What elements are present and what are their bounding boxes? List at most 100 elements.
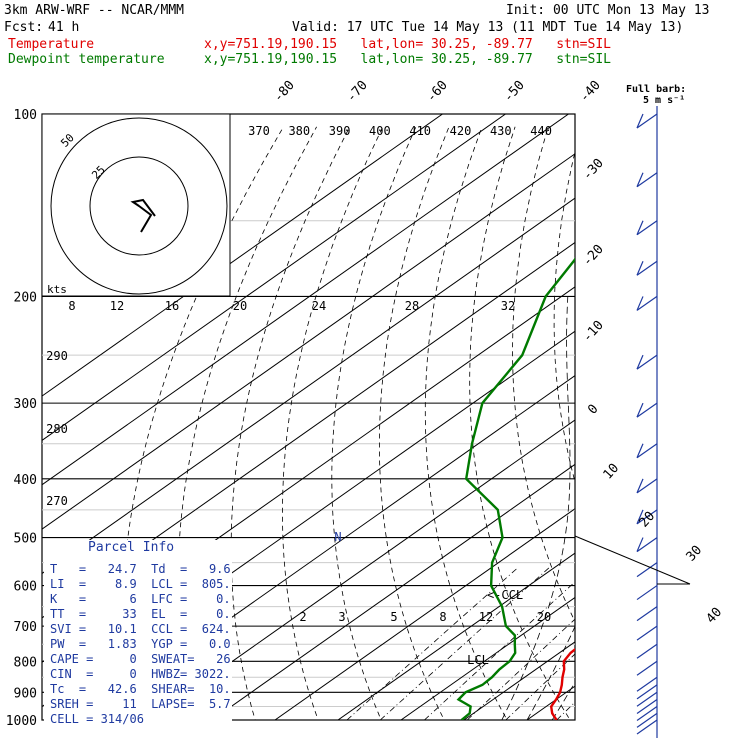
isotherm	[148, 419, 575, 720]
isotherm	[400, 596, 575, 720]
theta-label: 410	[409, 124, 431, 138]
mixing-ratio-label: 8	[68, 299, 75, 313]
isotherm-label: -50	[501, 78, 528, 105]
pressure-tick-label: 300	[14, 397, 37, 412]
isotherm	[274, 508, 575, 720]
wind-barb-flag	[636, 261, 644, 276]
init-time: Init: 00 UTC Mon 13 May 13	[506, 3, 710, 18]
isotherm-label: -40	[577, 78, 604, 105]
wind-barb	[636, 676, 658, 692]
parcel-row: SVI = 10.1 CCL = 624.	[50, 622, 231, 636]
pressure-tick-label: 500	[14, 532, 37, 547]
dry-adiabat	[708, 127, 740, 733]
wind-barb	[636, 691, 658, 707]
moist-adiabat	[577, 296, 740, 720]
mixing-ratio-line	[505, 653, 575, 720]
wind-barb	[636, 643, 658, 659]
mixing-ratio-label: 8	[439, 610, 446, 624]
parcel-info-panel: Parcel Info T = 24.7 Td = 9.6 LI = 8.9 L…	[44, 540, 232, 732]
hodograph-ring	[89, 156, 189, 256]
pressure-tick-label: 900	[14, 686, 37, 701]
parcel-row: CIN = 0 HWBZ= 3022.	[50, 667, 231, 681]
wind-barb-flag	[636, 537, 644, 552]
barb-legend-line2: 5 m s⁻¹	[643, 95, 685, 106]
mixing-ratio-line	[380, 567, 550, 720]
mixing-ratio-label: 3	[338, 610, 345, 624]
dewpoint-profile	[456, 257, 575, 720]
wind-barb-flag	[636, 296, 644, 311]
parcel-row: PW = 1.83 YGP = 0.0	[50, 637, 231, 651]
hodograph-ring	[50, 117, 228, 295]
dry-adiabat	[512, 126, 575, 623]
mixing-ratio-label: 16	[165, 299, 179, 313]
wind-barb-flag	[636, 220, 644, 235]
wind-barb	[636, 478, 658, 494]
wind-barb-flag	[636, 509, 644, 525]
isotherm	[337, 552, 575, 720]
dry-adiabat-label: 270	[46, 494, 68, 508]
parcel-row: Tc = 42.6 SHEAR= 10.	[50, 682, 231, 696]
parcel-row: K = 6 LFC = 0.	[50, 592, 231, 606]
isotherm	[42, 153, 575, 530]
wind-barb	[636, 509, 658, 525]
wind-barb	[636, 719, 658, 735]
isotherm-label: 30	[684, 543, 706, 565]
forecast-hour: 41 h	[48, 20, 80, 35]
dry-adiabat	[633, 127, 740, 733]
pressure-tick-label: 200	[14, 290, 37, 305]
temperature-station-info: x,y=751.19,190.15 lat,lon= 30.25, -89.77…	[204, 37, 611, 52]
dry-adiabat	[281, 126, 384, 720]
theta-label: 420	[450, 124, 472, 138]
isotherm	[42, 114, 569, 486]
dry-adiabat	[177, 126, 317, 720]
chart-annotation: N	[334, 530, 341, 544]
theta-label: 430	[490, 124, 512, 138]
mixing-ratio-line	[466, 618, 575, 720]
wind-barb	[636, 698, 658, 714]
isotherm-label: 40	[704, 605, 726, 627]
mixing-ratio-label: 12	[479, 610, 493, 624]
wind-barb	[636, 354, 658, 370]
ext-line	[574, 535, 691, 585]
mixing-ratio-label: 28	[405, 299, 419, 313]
mixing-ratio-line	[424, 581, 575, 720]
parcel-row: LI = 8.9 LCL = 805.	[50, 577, 231, 591]
wind-barb	[636, 537, 658, 553]
isotherm	[42, 114, 443, 397]
dry-adiabat	[379, 126, 450, 720]
pressure-tick-label: 100	[14, 108, 37, 123]
isotherm-label: -30	[580, 156, 607, 183]
wind-barb	[636, 113, 658, 129]
isotherm-label: 0	[585, 402, 601, 418]
dry-adiabat	[671, 127, 740, 733]
wind-barb-flag	[636, 478, 644, 494]
isotherm	[42, 197, 575, 575]
dry-adiabat-label: 290	[46, 349, 68, 363]
isotherm-label: -80	[271, 78, 298, 105]
moist-adiabat	[603, 296, 740, 720]
pressure-tick-label: 400	[14, 473, 37, 488]
wind-barb-flag	[636, 402, 644, 418]
pressure-tick-label: 1000	[6, 714, 37, 729]
wind-barb-flag	[636, 172, 644, 187]
wind-barb	[636, 585, 658, 601]
wind-barb-flag	[636, 443, 644, 458]
wind-barb-flag	[636, 113, 644, 129]
barb-legend-line1: Full barb:	[626, 84, 686, 95]
wind-barb	[636, 562, 658, 578]
mixing-ratio-label: 20	[537, 610, 551, 624]
wind-barb	[636, 660, 658, 676]
theta-label: 370	[248, 124, 270, 138]
model-title: 3km ARW-WRF -- NCAR/MMM	[4, 3, 185, 18]
wind-barb	[636, 712, 658, 728]
isotherm-label: -70	[344, 78, 371, 105]
wind-barb	[636, 172, 658, 188]
temperature-legend: Temperature	[8, 37, 95, 52]
wind-barb	[636, 625, 658, 641]
isotherm-label: 20	[637, 509, 659, 531]
parcel-row: CAPE = 0 SWEAT= 26	[50, 652, 231, 666]
wind-barb-flag	[636, 354, 644, 370]
isotherm	[716, 114, 740, 720]
hodograph-unit: kts	[47, 283, 67, 296]
mixing-ratio-label: 2	[299, 610, 306, 624]
